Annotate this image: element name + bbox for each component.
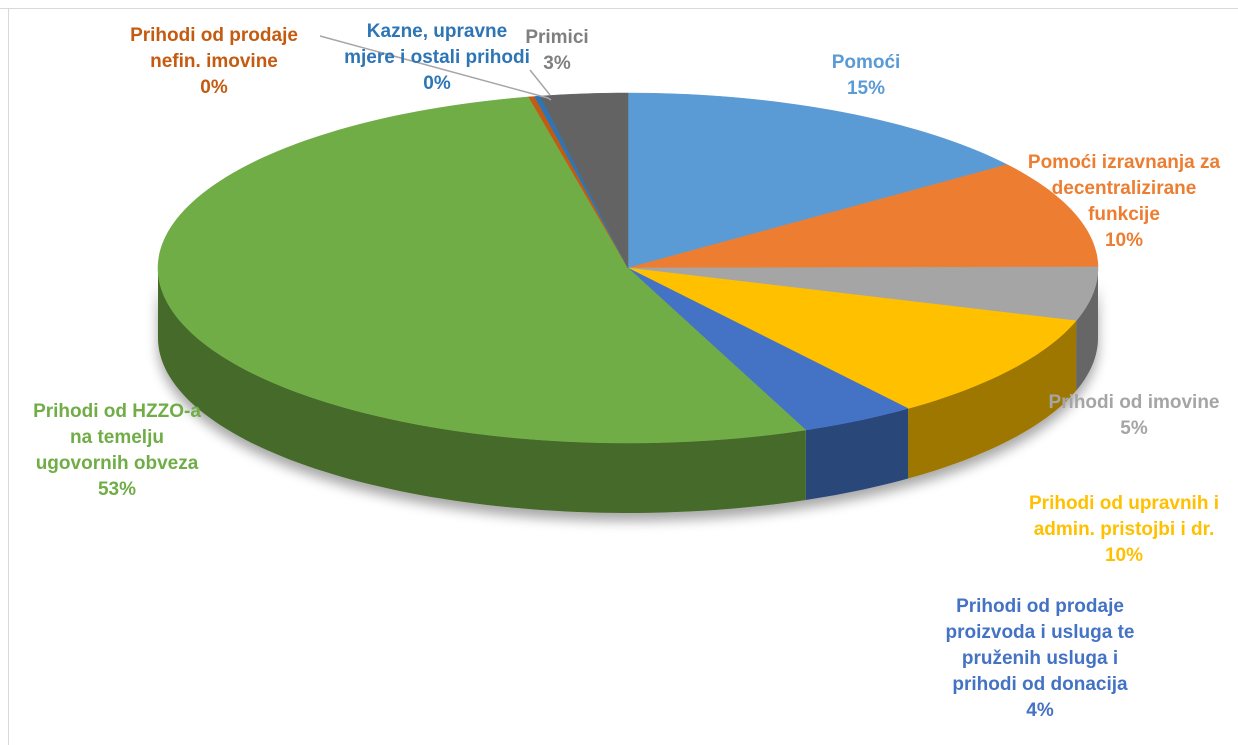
chart-frame-top bbox=[0, 8, 1238, 9]
data-label-name-5: na temelju bbox=[70, 427, 164, 448]
chart-frame-left bbox=[8, 8, 9, 745]
data-label-name-2: Prihodi od imovine bbox=[1048, 392, 1219, 413]
pie-side-5 bbox=[158, 268, 806, 513]
data-label-value-5: 53% bbox=[98, 479, 136, 500]
data-label-value-2: 5% bbox=[1120, 418, 1148, 439]
leader-line-8 bbox=[529, 69, 551, 96]
data-label-name-8: Primici bbox=[525, 27, 588, 48]
data-label-name-6: Prihodi od prodaje bbox=[130, 25, 298, 46]
data-label-name-1: funkcije bbox=[1088, 204, 1160, 225]
data-label-value-8: 3% bbox=[543, 53, 571, 74]
pie-slice-5 bbox=[157, 96, 807, 444]
data-label-name-4: prihodi od donacija bbox=[952, 674, 1128, 695]
pie-side-2 bbox=[1076, 268, 1098, 391]
data-label-value-3: 10% bbox=[1105, 545, 1143, 566]
data-label-value-6: 0% bbox=[200, 77, 228, 98]
data-label-name-4: pruženih usluga i bbox=[962, 648, 1118, 669]
pie-slice-4 bbox=[627, 267, 909, 431]
data-label-value-4: 4% bbox=[1026, 700, 1054, 721]
pie-side-4 bbox=[805, 408, 909, 500]
data-label-value-7: 0% bbox=[423, 73, 451, 94]
data-label-value-1: 10% bbox=[1105, 230, 1143, 251]
data-label-name-4: proizvoda i usluga te bbox=[946, 622, 1135, 643]
data-label-name-5: ugovornih obveza bbox=[36, 453, 199, 474]
data-label-name-5: Prihodi od HZZO-a bbox=[33, 401, 201, 422]
pie-slice-0 bbox=[627, 92, 1008, 269]
pie-slice-1 bbox=[627, 164, 1099, 269]
data-labels: Pomoći 15% Pomoći izravnanja za decentraliz… bbox=[33, 21, 1220, 721]
pie-side-3 bbox=[908, 320, 1077, 479]
data-label-name-7: mjere i ostali prihodi bbox=[344, 47, 530, 68]
pie-slice-2 bbox=[627, 266, 1099, 322]
data-label-name-3: Prihodi od upravnih i bbox=[1029, 493, 1219, 514]
data-label-name-1: Pomoći izravnanja za bbox=[1028, 152, 1221, 173]
data-label-name-0: Pomoći bbox=[832, 52, 901, 73]
pie-slice-3 bbox=[627, 267, 1077, 409]
data-label-name-7: Kazne, upravne bbox=[367, 21, 507, 42]
data-label-name-6: nefin. imovine bbox=[150, 51, 278, 72]
data-label-value-0: 15% bbox=[847, 78, 885, 99]
pie-slice-8 bbox=[539, 92, 629, 269]
data-label-name-1: decentralizirane bbox=[1052, 178, 1197, 199]
data-label-name-3: admin. pristojbi i dr. bbox=[1034, 519, 1215, 540]
leader-lines bbox=[319, 35, 552, 101]
pie-tops bbox=[157, 92, 1099, 444]
leader-line-6 bbox=[319, 35, 552, 101]
data-label-name-4: Prihodi od prodaje bbox=[956, 596, 1124, 617]
pie-sides bbox=[158, 268, 1098, 513]
